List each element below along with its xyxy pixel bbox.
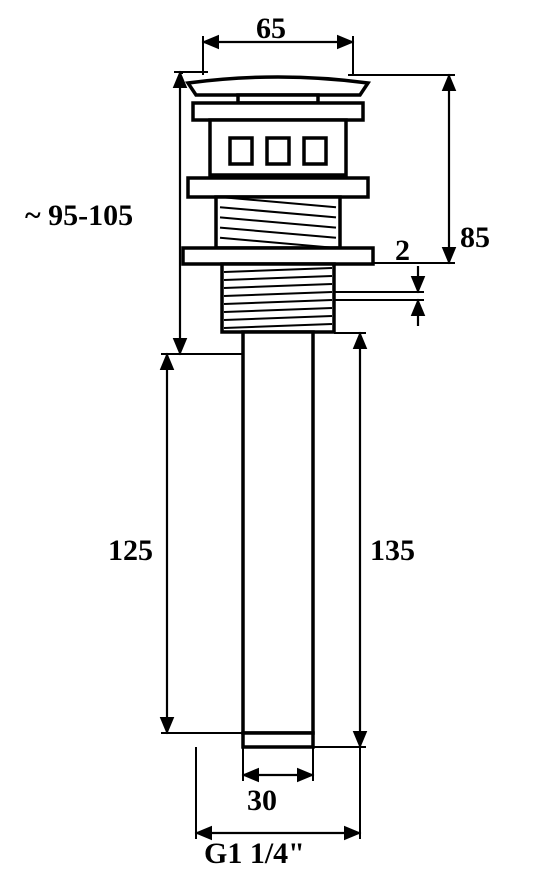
svg-text:65: 65	[256, 12, 286, 45]
svg-text:135: 135	[370, 534, 415, 567]
svg-text:30: 30	[247, 784, 277, 817]
svg-text:85: 85	[460, 221, 490, 254]
svg-text:2: 2	[395, 234, 410, 267]
svg-text:125: 125	[108, 534, 153, 567]
svg-text:G1 1/4": G1 1/4"	[204, 837, 305, 870]
svg-text:~ 95-105: ~ 95-105	[25, 199, 133, 232]
